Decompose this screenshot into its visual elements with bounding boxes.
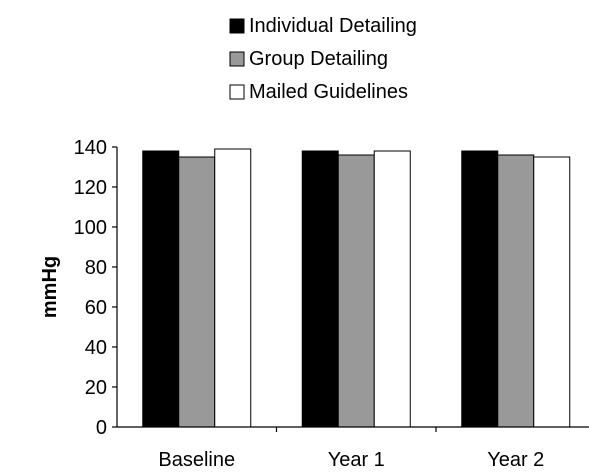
y-tick-label: 20 (85, 377, 107, 399)
legend-label: Group Detailing (249, 48, 388, 70)
bar (497, 154, 535, 428)
y-axis: 0 20 40 60 80 100 120 140 (74, 137, 118, 439)
legend-swatch (229, 84, 245, 100)
x-axis: Baseline Year 1 Year 2 (117, 426, 589, 471)
legend: Individual Detailing Group Detailing Maile… (229, 15, 417, 103)
y-tick-label: 80 (85, 257, 107, 279)
y-tick-label: 140 (74, 137, 107, 159)
y-tick-label: 100 (74, 217, 107, 239)
bar (373, 150, 411, 428)
bar (214, 148, 252, 428)
bar (533, 156, 571, 428)
bar (142, 150, 180, 428)
y-tick-label: 120 (74, 177, 107, 199)
bar (461, 150, 499, 428)
legend-label: Individual Detailing (249, 15, 417, 37)
y-axis-label: mmHg (39, 256, 61, 318)
legend-swatch (229, 18, 245, 34)
y-tick-label: 60 (85, 297, 107, 319)
y-tick-label: 0 (96, 417, 107, 439)
legend-swatch (229, 51, 245, 67)
x-tick-label: Year 2 (487, 449, 544, 470)
x-tick-label: Baseline (158, 449, 235, 470)
bars (142, 148, 571, 428)
legend-label: Mailed Guidelines (249, 81, 408, 103)
y-tick-label: 40 (85, 337, 107, 359)
x-tick-label: Year 1 (328, 449, 385, 470)
bar (178, 156, 216, 428)
bar (337, 154, 375, 428)
bar (301, 150, 339, 428)
